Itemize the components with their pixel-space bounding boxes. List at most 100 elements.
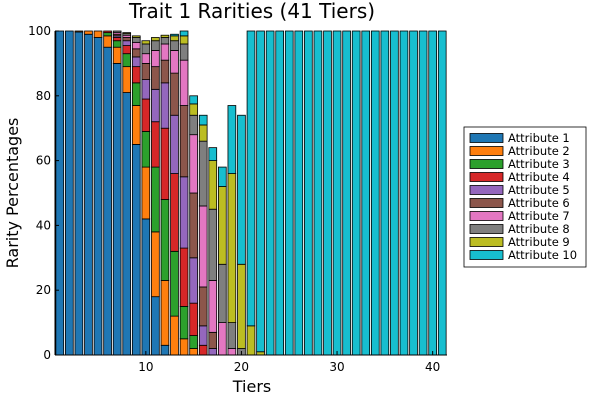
bar-segment-tier-4-attribute-1 [84, 33, 93, 356]
legend-swatch-attribute-9 [469, 237, 504, 247]
y-axis: 0 20 40 60 80 100 [28, 24, 59, 362]
bar-segment-tier-18-attribute-10 [217, 166, 227, 187]
bar-segment-tier-12-attribute-4 [160, 127, 170, 200]
bar-segment-tier-16-attribute-10 [198, 114, 208, 126]
bar-segment-tier-10-attribute-2 [141, 166, 151, 220]
bar-segment-tier-8-attribute-4 [122, 45, 132, 55]
legend-label-attribute-10: Attribute 10 [508, 248, 577, 262]
bar-segment-tier-18-attribute-8 [217, 263, 227, 323]
bar-segment-tier-33-attribute-10 [361, 30, 371, 356]
bar-segment-tier-8-attribute-3 [122, 53, 132, 68]
bar-segment-tier-21-attribute-9 [246, 325, 256, 356]
bar-segment-tier-10-attribute-6 [141, 63, 151, 81]
bar-segment-tier-26-attribute-10 [294, 30, 304, 356]
legend-swatch-attribute-8 [469, 224, 504, 234]
bar-segment-tier-3-attribute-1 [74, 31, 84, 356]
bar-segment-tier-6-attribute-2 [103, 35, 112, 48]
bar-segment-tier-11-attribute-2 [151, 231, 160, 298]
legend-label-attribute-2: Attribute 2 [508, 144, 570, 158]
bar-segment-tier-40-attribute-10 [428, 30, 437, 356]
bar-segment-tier-37-attribute-10 [399, 30, 409, 356]
bar-segment-tier-17-attribute-5 [208, 348, 218, 356]
bar-segment-tier-14-attribute-5 [179, 176, 189, 249]
bar-segment-tier-7-attribute-3 [112, 40, 122, 48]
bar-segment-tier-11-attribute-5 [151, 88, 160, 123]
legend-label-attribute-9: Attribute 9 [508, 235, 570, 249]
bar-segment-tier-19-attribute-7 [227, 348, 237, 356]
bar-segment-tier-10-attribute-5 [141, 79, 151, 100]
bar-segment-tier-7-attribute-4 [112, 37, 122, 42]
legend-label-attribute-4: Attribute 4 [508, 170, 570, 184]
bar-segment-tier-21-attribute-10 [246, 30, 256, 327]
bar-segment-tier-41-attribute-10 [437, 30, 447, 356]
bar-segment-tier-8-attribute-5 [122, 40, 132, 46]
bar-segment-tier-16-attribute-9 [198, 124, 208, 142]
bar-segment-tier-13-attribute-8 [170, 40, 179, 51]
bar-segment-tier-2-attribute-1 [65, 30, 74, 356]
bar-segment-tier-8-attribute-9 [122, 32, 132, 34]
bar-segment-tier-19-attribute-10 [227, 105, 237, 174]
legend-swatch-attribute-6 [469, 198, 504, 208]
bar-segment-tier-9-attribute-9 [131, 35, 141, 38]
bar-segment-tier-10-attribute-3 [141, 131, 151, 168]
y-tick-label: 40 [36, 218, 51, 232]
bar-segment-tier-20-attribute-9 [237, 263, 246, 349]
legend-label-attribute-3: Attribute 3 [508, 157, 570, 171]
legend-label-attribute-1: Attribute 1 [508, 131, 570, 145]
bar-segment-tier-6-attribute-3 [103, 32, 112, 37]
bar-segment-tier-11-attribute-4 [151, 121, 160, 168]
bar-segment-tier-14-attribute-10 [179, 30, 189, 37]
legend-label-attribute-5: Attribute 5 [508, 183, 570, 197]
bar-segment-tier-14-attribute-2 [179, 338, 189, 356]
bar-segment-tier-23-attribute-10 [265, 30, 275, 356]
bar-segment-tier-34-attribute-10 [370, 30, 380, 356]
bar-segment-tier-8-attribute-1 [122, 92, 132, 356]
bar-segment-tier-11-attribute-6 [151, 66, 160, 90]
bar-segment-tier-14-attribute-6 [179, 105, 189, 178]
bar-segment-tier-9-attribute-5 [131, 56, 141, 68]
bar-segment-tier-13-attribute-10 [170, 33, 179, 37]
bar-segment-tier-15-attribute-7 [189, 134, 198, 194]
bar-segment-tier-14-attribute-7 [179, 59, 189, 106]
bar-segment-tier-18-attribute-7 [217, 322, 227, 356]
bar-segment-tier-12-attribute-7 [160, 43, 170, 61]
bar-segment-tier-30-attribute-10 [332, 30, 342, 356]
bar-segment-tier-17-attribute-7 [208, 280, 218, 333]
legend-swatch-attribute-2 [469, 146, 504, 156]
bar-segment-tier-31-attribute-10 [342, 30, 351, 356]
bar-segment-tier-12-attribute-5 [160, 82, 170, 129]
bar-segment-tier-18-attribute-9 [217, 186, 227, 265]
bar-segment-tier-13-attribute-3 [170, 250, 179, 317]
bar-segment-tier-15-attribute-9 [189, 103, 198, 116]
y-tick-label: 100 [28, 24, 51, 38]
bar-segment-tier-17-attribute-8 [208, 208, 218, 281]
bar-segment-tier-16-attribute-8 [198, 140, 208, 207]
bar-segment-tier-22-attribute-10 [256, 30, 265, 353]
bar-segment-tier-11-attribute-8 [151, 40, 160, 51]
bar-segment-tier-9-attribute-3 [131, 82, 141, 106]
bar-segment-tier-7-attribute-1 [112, 63, 122, 356]
bar-segment-tier-14-attribute-4 [179, 247, 189, 307]
bar-segment-tier-13-attribute-5 [170, 114, 179, 174]
bar-segment-tier-15-attribute-4 [189, 302, 198, 336]
bar-segment-tier-6-attribute-4 [103, 30, 112, 34]
bar-segment-tier-20-attribute-10 [237, 114, 246, 265]
bar-segment-tier-8-attribute-6 [122, 37, 132, 42]
x-axis: 10 20 30 40 [138, 351, 440, 374]
bar-segment-tier-16-attribute-7 [198, 205, 208, 288]
bar-segment-tier-29-attribute-10 [323, 30, 332, 356]
legend-swatch-attribute-3 [469, 159, 504, 169]
bar-segment-tier-14-attribute-9 [179, 35, 189, 45]
bar-segment-tier-14-attribute-8 [179, 43, 189, 61]
bar-segment-tier-8-attribute-2 [122, 66, 132, 93]
bar-segment-tier-17-attribute-6 [208, 331, 218, 349]
bar-segment-tier-10-attribute-8 [141, 43, 151, 55]
bar-segment-tier-19-attribute-9 [227, 173, 237, 323]
plot-area [54, 30, 447, 356]
legend-label-attribute-6: Attribute 6 [508, 196, 570, 210]
legend-swatch-attribute-5 [469, 185, 504, 195]
bar-segment-tier-19-attribute-8 [227, 322, 237, 349]
bar-segment-tier-28-attribute-10 [313, 30, 323, 356]
bar-segment-tier-9-attribute-8 [131, 37, 141, 43]
bar-segment-tier-12-attribute-3 [160, 199, 170, 281]
